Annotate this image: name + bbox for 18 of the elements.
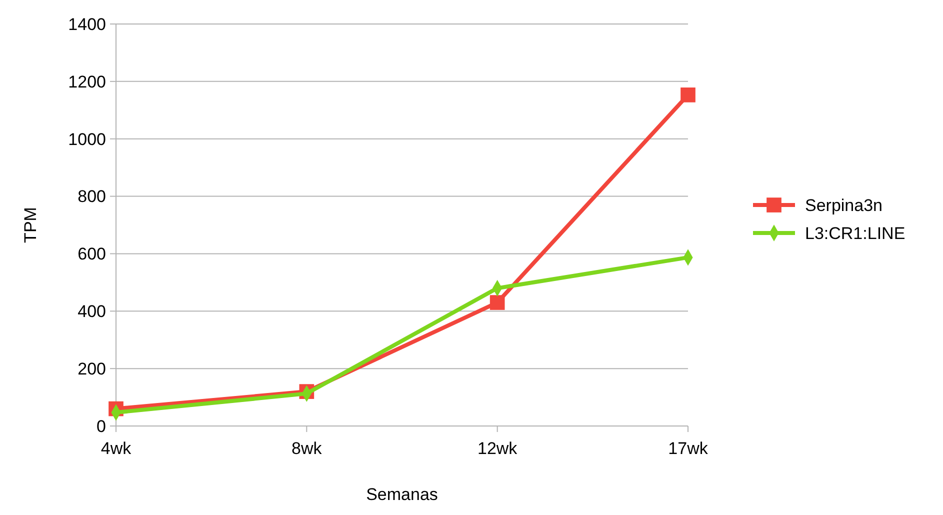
x-tick-label: 17wk [668,439,708,458]
x-tick-label: 12wk [477,439,518,458]
legend-label: Serpina3n [805,196,883,215]
x-tick-label: 4wk [100,439,132,458]
y-tick-label: 0 [96,416,106,436]
y-tick-label: 400 [78,302,106,322]
x-tick-label: 8wk [292,439,322,458]
y-tick-label: 600 [78,244,106,264]
y-tick-label: 1400 [68,14,106,34]
point [490,295,505,310]
y-tick-label: 1000 [68,130,106,149]
y-tick-label: 200 [78,360,106,379]
y-axis-title: TPM [21,207,40,243]
legend-label: L3:CR1:LINE [805,224,906,243]
x-axis-title: Semanas [366,485,438,504]
point [680,88,696,102]
y-tick-label: 1200 [68,72,106,92]
y-tick-label: 800 [78,187,106,206]
